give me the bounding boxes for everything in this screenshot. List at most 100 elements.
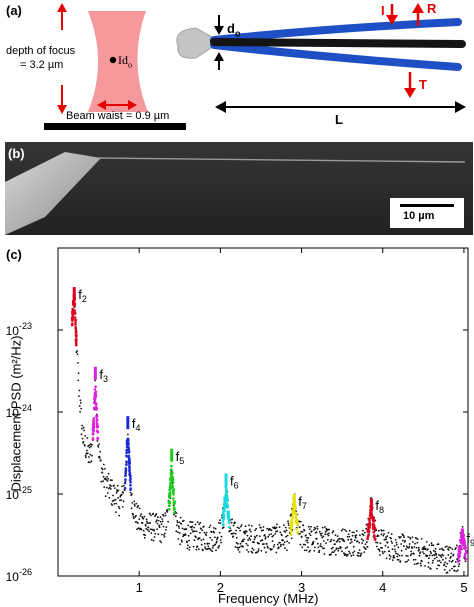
data-point xyxy=(416,541,419,544)
data-point xyxy=(161,520,164,523)
data-point xyxy=(249,530,252,533)
data-point xyxy=(184,534,187,536)
data-point xyxy=(195,530,198,533)
data-point xyxy=(132,513,135,516)
psd-peaks: f2 f3 f4 f5 f6 f7 f8 f9 xyxy=(70,287,474,563)
peak-label-sub-f5: 5 xyxy=(179,456,184,466)
data-point xyxy=(393,555,395,557)
peak-point xyxy=(124,472,127,475)
data-point xyxy=(210,531,213,534)
peak-point xyxy=(366,537,369,541)
data-point xyxy=(280,543,282,546)
data-point xyxy=(394,539,397,541)
data-point xyxy=(234,532,237,535)
sem-scalebar-line xyxy=(400,204,454,207)
data-point xyxy=(333,549,336,552)
data-point xyxy=(286,540,289,543)
data-point xyxy=(131,502,134,504)
peak-point xyxy=(74,323,77,326)
peak-point xyxy=(369,510,373,514)
data-point xyxy=(348,550,350,553)
data-point xyxy=(121,506,124,508)
data-point xyxy=(313,549,316,552)
data-point xyxy=(348,535,351,538)
data-point xyxy=(136,522,139,524)
peak-point xyxy=(223,502,227,506)
data-point xyxy=(385,557,388,560)
data-point xyxy=(243,538,246,540)
data-point xyxy=(188,546,191,548)
data-point xyxy=(440,556,443,558)
data-point xyxy=(215,540,218,543)
data-point xyxy=(211,539,213,541)
data-point xyxy=(87,461,90,464)
data-point xyxy=(138,507,141,510)
data-point xyxy=(178,521,181,524)
peak-point xyxy=(128,466,131,469)
data-point xyxy=(395,543,398,546)
data-point xyxy=(189,532,192,535)
data-point xyxy=(350,554,353,557)
data-point xyxy=(288,542,290,544)
data-point xyxy=(387,546,389,549)
data-point xyxy=(204,548,207,550)
peak-point xyxy=(95,407,98,410)
data-point xyxy=(396,555,399,558)
data-point xyxy=(362,534,365,536)
data-point xyxy=(364,543,367,546)
peak-label-f2: f2 xyxy=(78,287,87,304)
focus-point xyxy=(109,56,117,64)
data-point xyxy=(271,535,274,538)
data-point xyxy=(238,527,240,530)
data-point xyxy=(181,527,184,530)
data-point xyxy=(123,485,125,487)
peak-point xyxy=(125,454,128,458)
data-point xyxy=(239,529,242,532)
waist-arrowhead-left xyxy=(97,100,106,110)
d0-arrowhead-top xyxy=(214,26,224,35)
data-point xyxy=(343,540,346,543)
peak-point xyxy=(94,390,98,394)
data-point xyxy=(120,499,123,501)
peak-point xyxy=(296,531,300,534)
data-point xyxy=(404,540,407,542)
peak-point xyxy=(461,544,465,547)
data-point xyxy=(185,528,188,530)
data-point xyxy=(357,555,360,557)
data-point xyxy=(134,505,136,507)
data-point xyxy=(104,468,106,470)
data-point xyxy=(322,535,325,538)
data-point xyxy=(77,372,80,375)
data-point xyxy=(397,559,400,561)
data-point xyxy=(244,525,247,528)
peak-point xyxy=(129,483,132,487)
data-point xyxy=(388,554,391,556)
data-point xyxy=(153,530,156,532)
data-point xyxy=(420,538,423,540)
data-point xyxy=(345,555,348,557)
data-point xyxy=(200,543,203,546)
data-point xyxy=(285,529,288,532)
data-point xyxy=(101,468,104,471)
data-point xyxy=(78,389,81,392)
peak-label-sub-f4: 4 xyxy=(135,423,140,433)
peak-point xyxy=(124,469,128,472)
data-point xyxy=(334,554,337,556)
peak-marker-f4 xyxy=(126,416,130,430)
data-point xyxy=(326,539,329,541)
data-point xyxy=(349,552,351,555)
peak-point xyxy=(124,478,127,481)
peak-point xyxy=(458,551,462,555)
data-point xyxy=(275,530,277,533)
data-point xyxy=(85,456,87,459)
data-point xyxy=(83,445,86,447)
data-point xyxy=(119,499,121,502)
data-point xyxy=(384,544,387,547)
data-point xyxy=(303,549,306,552)
data-point xyxy=(307,546,309,548)
peak-point xyxy=(71,322,74,325)
data-point xyxy=(242,545,244,548)
data-point xyxy=(280,534,283,537)
data-point xyxy=(144,534,147,537)
data-point xyxy=(130,507,133,510)
